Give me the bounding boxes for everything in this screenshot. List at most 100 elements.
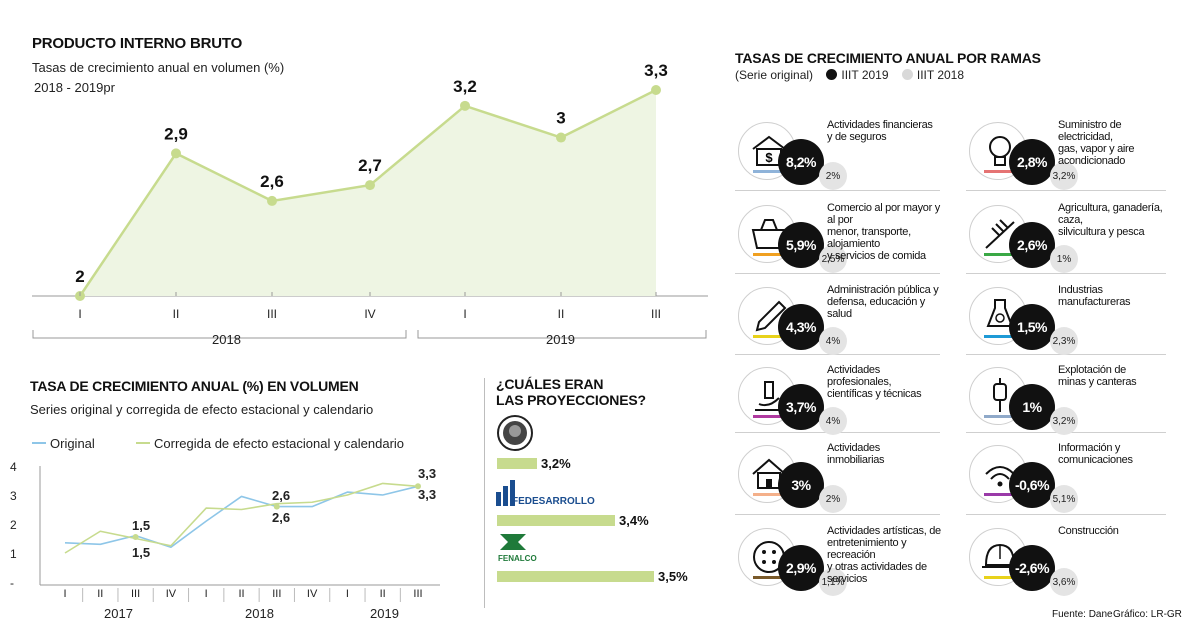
sector-current-value: 3,7%	[778, 384, 824, 430]
ramas-separator	[735, 514, 940, 515]
sector-label: Comercio al por mayor y al por menor, tra…	[827, 202, 945, 262]
sector-previous-value: 1%	[1050, 245, 1078, 273]
serie-quarter-label: IV	[166, 588, 177, 600]
pib-value-label: 2	[75, 267, 84, 286]
pib-subtitle: Tasas de crecimiento anual en volumen (%…	[32, 60, 285, 75]
pib-point	[460, 100, 470, 111]
sector-current-value: 2,9%	[778, 545, 824, 591]
ramas-legend: (Serie original) IIIT 2019 IIIT 2018	[735, 68, 964, 82]
sector-current-value: 5,9%	[778, 222, 824, 268]
serie-label-2-6-bottom: 2,6	[272, 510, 291, 525]
proyeccion-bar-1	[497, 458, 537, 469]
serie-label-1-5-top: 1,5	[132, 518, 151, 533]
sector-label: Explotación de minas y canteras	[1058, 364, 1176, 388]
sector-previous-value: 3,2%	[1050, 407, 1078, 435]
sector-label: Suministro de electricidad, gas, vapor y …	[1058, 119, 1176, 167]
sector-label-line: menor, transporte, alojamiento	[827, 226, 911, 250]
sector-label-line: acondicionado	[1058, 155, 1126, 167]
serie-quarter-label: II	[238, 588, 244, 600]
sector-label-line: científicas y técnicas	[827, 388, 922, 400]
sector-color-bar	[753, 253, 781, 256]
pib-period: 2018 - 2019pr	[34, 80, 115, 95]
sector-label-line: y servicios de comida	[827, 250, 926, 262]
sector-previous-value: 4%	[819, 327, 847, 355]
central-bank-logo	[497, 415, 533, 451]
sector-previous-value: 3,6%	[1050, 568, 1078, 596]
proyeccion-bar-3	[497, 571, 654, 582]
serie-subtitle: Series original y corregida de efecto es…	[30, 402, 374, 417]
sector-previous-value: 2%	[819, 162, 847, 190]
pib-quarter-label: IV	[364, 307, 375, 321]
sector-label-line: Comercio al por mayor y al por	[827, 202, 940, 226]
sector-label: Construcción	[1058, 525, 1176, 537]
pib-value-label: 3,3	[644, 61, 668, 80]
pib-year-2019: 2019	[546, 332, 575, 347]
sector-previous-value: 2,5%	[819, 245, 847, 273]
ramas-legend-prefix: (Serie original)	[735, 68, 814, 82]
sector-current-value: -2,6%	[1009, 545, 1055, 591]
sector-color-bar	[984, 493, 1012, 496]
sector-previous-value: 3,2%	[1050, 162, 1078, 190]
sector-color-bar	[753, 493, 781, 496]
pib-title: PRODUCTO INTERNO BRUTO	[32, 35, 243, 52]
serie-quarter-label: III	[413, 588, 422, 600]
legend-corregida-label: Corregida de efecto estacional y calenda…	[154, 436, 405, 451]
pib-point	[365, 180, 375, 191]
sector-label-line: y de seguros	[827, 131, 887, 143]
ramas-title: TASAS DE CRECIMIENTO ANUAL POR RAMAS	[735, 50, 1041, 66]
sector-label: Actividades profesionales, científicas y …	[827, 364, 945, 400]
sector-color-bar	[753, 335, 781, 338]
sector-previous-value: 1,1%	[819, 568, 847, 596]
sector-label: Administración pública y defensa, educaci…	[827, 284, 945, 320]
serie-label-3-3-bottom: 3,3	[418, 487, 437, 502]
fenalco-logo-mark	[500, 534, 526, 550]
sector-previous-value: 5,1%	[1050, 485, 1078, 513]
serie-quarter-label: I	[346, 588, 349, 600]
sector-previous-value: 2,3%	[1050, 327, 1078, 355]
sector-current-value: -0,6%	[1009, 462, 1055, 508]
serie-y-tick: 1	[10, 547, 17, 561]
proyecciones-divider	[484, 378, 485, 608]
sector-current-value: 1,5%	[1009, 304, 1055, 350]
sector-current-value: 2,8%	[1009, 139, 1055, 185]
sector-label: Agricultura, ganadería, caza, silvicultur…	[1058, 202, 1176, 238]
proyecciones-title-1: ¿CUÁLES ERAN	[496, 376, 604, 392]
pib-quarter-label: II	[558, 307, 565, 321]
legend-corregida-swatch	[136, 442, 150, 444]
sector-current-value: 8,2%	[778, 139, 824, 185]
legend-original: Original	[32, 436, 95, 451]
sector-label-line: Actividades artísticas, de	[827, 525, 941, 537]
sector-label: Actividades financieras y de seguros	[827, 119, 945, 143]
pib-quarter-label: II	[173, 307, 180, 321]
sector-label-line: Actividades	[827, 442, 880, 454]
serie-title: TASA DE CRECIMIENTO ANUAL (%) EN VOLUMEN	[30, 378, 359, 394]
sector-label-line: Actividades financieras	[827, 119, 933, 131]
pib-bracket-2019	[417, 330, 707, 339]
serie-quarter-label: II	[97, 588, 103, 600]
ramas-separator	[735, 190, 940, 191]
pib-point	[171, 148, 181, 159]
svg-text:$: $	[765, 150, 773, 165]
sector-label-line: Suministro de electricidad,	[1058, 119, 1122, 143]
ramas-separator	[735, 354, 940, 355]
pib-quarter-label: III	[267, 307, 277, 321]
serie-marker	[273, 503, 280, 510]
pib-value-label: 2,9	[164, 124, 188, 143]
serie-quarter-label: IV	[307, 588, 318, 600]
pib-value-label: 3,2	[453, 77, 477, 96]
ramas-separator	[966, 273, 1166, 274]
pib-quarter-label: III	[651, 307, 661, 321]
serie-label-2-6-top: 2,6	[272, 488, 291, 503]
sector-label: Información y comunicaciones	[1058, 442, 1176, 466]
ramas-legend-current-label: IIIT 2019	[841, 68, 889, 82]
serie-y-tick: 2	[10, 518, 17, 532]
serie-year-2019: 2019	[370, 606, 399, 621]
ramas-separator	[735, 273, 940, 274]
serie-marker	[415, 483, 421, 490]
sector-label-line: inmobiliarias	[827, 454, 885, 466]
sector-color-bar	[984, 576, 1012, 579]
pib-quarter-label: I	[463, 307, 466, 321]
proyecciones-title-2: LAS PROYECCIONES?	[496, 392, 646, 408]
pib-value-label: 2,7	[358, 156, 382, 175]
